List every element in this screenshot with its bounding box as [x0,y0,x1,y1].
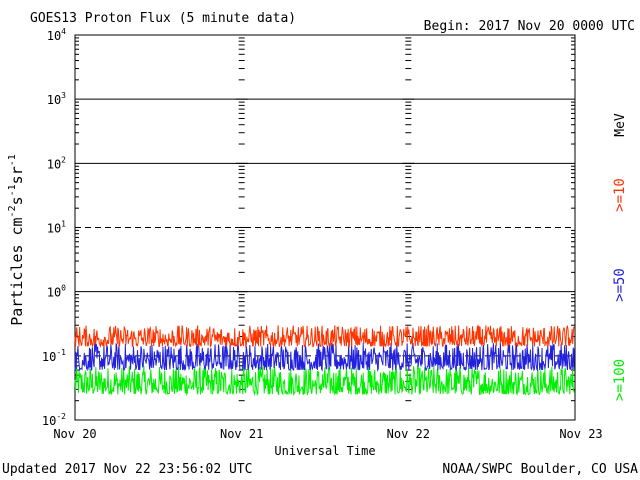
x-tick-label: Nov 21 [220,427,263,441]
x-tick-label: Nov 20 [53,427,96,441]
x-tick-label: Nov 23 [559,427,602,441]
y-tick-label: 100 [47,284,66,300]
x-tick-label: Nov 22 [387,427,430,441]
unit-label: MeV [613,113,628,137]
series-line-ge100 [74,364,575,397]
series-line-ge50 [74,342,575,372]
y-tick-labels: 104 103 102 101 100 10-1 10-2 [42,27,66,428]
legend-entry: >=100 [612,359,628,401]
source-label: NOAA/SWPC Boulder, CO USA [442,462,638,477]
y-tick-label: 10-1 [42,348,66,364]
y-axis-label: Particles cm-2s-1sr-1 [7,154,26,326]
begin-label: Begin: 2017 Nov 20 0000 UTC [424,19,635,34]
series-layer [74,324,575,397]
x-axis-label: Universal Time [274,444,375,458]
y-tick-label: 104 [47,27,66,43]
x-tick-labels: Nov 20 Nov 21 Nov 22 Nov 23 [53,427,602,441]
y-tick-label: 10-2 [42,412,66,428]
y-tick-label: 103 [47,91,66,107]
chart-title: GOES13 Proton Flux (5 minute data) [30,11,296,26]
legend-entry: >=50 [612,268,628,302]
y-tick-label: 101 [47,220,66,236]
updated-label: Updated 2017 Nov 22 23:56:02 UTC [2,462,252,477]
legend-entry: >=10 [612,178,628,212]
y-tick-label: 102 [47,155,66,171]
legend: >=10 >=50 >=100 [612,178,628,401]
series-line-ge10 [74,324,575,349]
